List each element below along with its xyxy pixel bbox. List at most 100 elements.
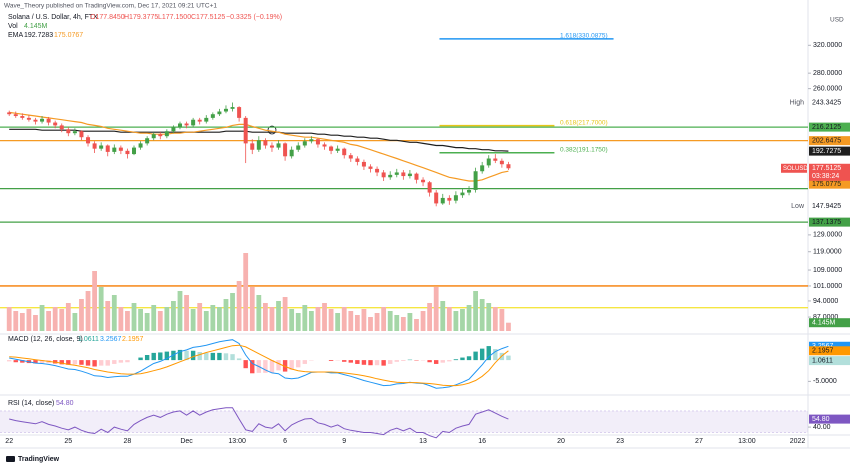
last-price-tag: 177.5125 [812, 165, 841, 172]
candle-body [164, 131, 169, 137]
macd-hist-bar [230, 354, 235, 361]
ohlc-high: H179.3775 [124, 14, 158, 21]
macd-hist-bar [276, 360, 281, 371]
candle-body [53, 122, 58, 126]
candle-body [197, 119, 202, 122]
macd-hist-bar [355, 360, 360, 364]
volume-bar [354, 315, 360, 331]
volume-bar [65, 303, 71, 331]
volume-bar [269, 307, 275, 331]
volume-bar [184, 295, 189, 331]
ohlc-low: L177.1500 [158, 14, 191, 21]
candle-body [40, 118, 45, 122]
macd-tag: 1.0611 [812, 357, 833, 364]
x-tick-label: 25 [64, 438, 72, 445]
volume-bar [433, 287, 439, 331]
macd-hist-bar [223, 353, 229, 361]
last-price-tag-bg [809, 163, 850, 181]
level-tag-bg [809, 122, 850, 132]
candle-body [105, 145, 110, 152]
volume-bar [79, 299, 84, 331]
ema-line [9, 128, 509, 152]
macd-hist-bar [85, 360, 91, 366]
ema-tag-bg [809, 179, 850, 189]
volume-bar [282, 297, 288, 331]
x-tick-label: Dec [180, 438, 193, 445]
macd-hist-bar [368, 360, 373, 366]
macd-hist-bar [374, 360, 380, 366]
volume-bar [453, 311, 459, 331]
candle-body [184, 123, 189, 126]
macd-hist-bar [361, 360, 367, 365]
ema-tag: 175.0775 [812, 181, 841, 188]
volume-bar [506, 322, 511, 331]
extreme-tag-bg [809, 97, 850, 107]
rsi-tag-bg [809, 414, 850, 424]
candle-body [276, 143, 281, 148]
volume-bar [105, 301, 111, 331]
candle-body [401, 172, 406, 177]
candle-body [414, 173, 419, 180]
candle-body [467, 189, 472, 193]
volume-bar [26, 309, 32, 331]
candle-body [125, 150, 130, 155]
macd-hist-bar [348, 360, 353, 363]
volume-tag-bg [809, 318, 850, 328]
symbol-tag-bg [781, 163, 807, 173]
rsi-line [9, 407, 509, 439]
candle-body [375, 168, 380, 173]
level-tag: 137.1375 [812, 219, 841, 226]
macd-hist-bar [72, 360, 78, 365]
volume-bar [171, 301, 176, 331]
volume-bar [197, 303, 203, 331]
macd-tag-bg [809, 341, 850, 351]
candle-body [296, 145, 301, 150]
countdown: 03:38:24 [812, 173, 839, 180]
volume-bar [92, 271, 97, 331]
volume-bar [164, 307, 170, 331]
macd-hist-bar [39, 360, 45, 364]
symbol: Solana / U.S. Dollar, 4h, FTX [8, 14, 98, 21]
macd-hist-bar [13, 360, 18, 363]
macd-hist-bar [401, 360, 406, 361]
macd-hist-bar [296, 360, 301, 368]
candle-body [499, 160, 504, 165]
macd-hist-bar [158, 352, 163, 361]
volume-bar [177, 291, 183, 331]
macd-hist-bar [394, 360, 399, 362]
candle-body [138, 143, 143, 148]
macd-hist-bar [118, 360, 124, 363]
volume-bar [236, 281, 242, 331]
level-tag-bg [809, 217, 850, 227]
candle-body [506, 164, 511, 169]
volume-bar [308, 311, 314, 331]
candle-body [434, 192, 439, 204]
x-tick-label: 13:00 [228, 438, 246, 445]
candle-body [210, 114, 215, 118]
level-tag-bg [809, 136, 850, 146]
macd-hist-bar [263, 360, 268, 373]
volume-bar [400, 317, 406, 331]
macd-tag-bg [809, 346, 850, 356]
macd-hist-bar [98, 360, 104, 366]
volume-bar [276, 301, 281, 331]
volume-bar [131, 303, 137, 331]
macd-hist-bar [138, 357, 143, 361]
candle-body [177, 123, 182, 128]
candle-body [269, 145, 274, 148]
volume-bar [407, 313, 413, 331]
y-tick-label: 40.00 [813, 424, 831, 431]
logo-icon [6, 456, 15, 462]
candle-body [46, 118, 51, 123]
rsi-tag: 54.80 [812, 416, 830, 423]
volume-bar [138, 309, 143, 331]
macd-value: 3.2567 [100, 336, 122, 343]
macd-hist-bar [105, 360, 110, 366]
candle-body [348, 155, 353, 159]
macd-hist-bar [486, 346, 491, 361]
volume-bar [420, 311, 426, 331]
candle-body [388, 174, 393, 178]
volume-bar [387, 311, 393, 331]
macd-hist-bar [210, 352, 216, 361]
